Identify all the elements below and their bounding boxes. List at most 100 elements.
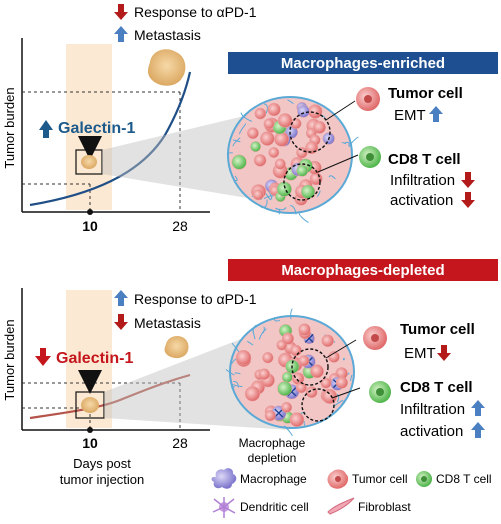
bottom-emt-down-arrow	[437, 345, 451, 361]
bottom-response-label: Response to αPD-1	[134, 291, 257, 307]
top-small-tumor-box	[75, 149, 103, 175]
top-response-down-arrow	[114, 4, 128, 20]
tumor-cell	[322, 388, 338, 404]
bottom-depletion-label-line2: depletion	[248, 451, 297, 465]
tumor-cell	[298, 323, 311, 336]
legend-fibroblast-icon	[327, 497, 355, 515]
bottom-zoom-circle-cd8	[301, 388, 335, 422]
tumor-cell	[263, 118, 275, 130]
fibroblast-strand	[232, 137, 241, 147]
bottom-zoom-circle-tumor	[291, 348, 329, 386]
bottom-tick-10-label: 10	[82, 435, 98, 451]
fibroblast-strand	[283, 425, 293, 437]
bottom-activation-up-arrow	[471, 422, 485, 438]
fibroblast-strand	[233, 381, 239, 388]
top-zoom-circle-tumor	[289, 111, 331, 153]
tumor-cell	[268, 147, 280, 158]
top-cd8-label: CD8 T cell	[388, 151, 461, 168]
top-growth-curve	[29, 71, 192, 207]
top-banner	[228, 52, 498, 74]
tumor-cell	[307, 104, 323, 119]
fibroblast-strand	[268, 191, 273, 200]
tumor-cell	[244, 386, 261, 402]
bottom-y-axis-label: Tumor burden	[2, 319, 17, 400]
legend-cd8-label: CD8 T cell	[436, 472, 492, 486]
fibroblast-strand	[273, 317, 281, 322]
tumor-cell	[274, 131, 290, 147]
bottom-infiltration-up-arrow	[471, 400, 485, 416]
top-galectin-up-arrow	[39, 120, 53, 138]
fibroblast-strand	[226, 152, 233, 155]
top-activation-label: activation	[390, 192, 453, 209]
top-metastasis-label: Metastasis	[134, 27, 201, 43]
fibroblast-strand	[303, 420, 309, 428]
legend-fibroblast-label: Fibroblast	[358, 500, 411, 514]
bottom-x-axis-label-line2: tumor injection	[60, 472, 145, 487]
fibroblast-strand	[316, 190, 321, 197]
bottom-depletion-label-line1: Macrophage	[239, 436, 306, 450]
legend-macrophage-icon	[211, 468, 237, 489]
legend-macrophage-label: Macrophage	[240, 472, 307, 486]
top-emt-label: EMT	[394, 107, 426, 124]
bottom-emt-label: EMT	[404, 345, 436, 362]
tumor-cell	[281, 401, 293, 413]
tumor-cell	[277, 113, 293, 128]
top-metastasis-up-arrow	[114, 26, 128, 42]
fibroblast-strand	[261, 199, 268, 209]
legend: Macrophage Tumor cell CD8 T cell Dendrit…	[211, 468, 492, 518]
top-galectin-label: Galectin-1	[58, 120, 135, 137]
fibroblast-strand	[240, 112, 253, 122]
tumor-cell	[305, 386, 318, 399]
fibroblast-strand	[246, 341, 254, 346]
fibroblast-strand	[258, 328, 267, 340]
tumor-cell	[253, 154, 267, 167]
tumor-cell	[298, 355, 310, 367]
legend-dendritic-cell-icon	[212, 497, 236, 518]
bottom-tumor-cell-label: Tumor cell	[400, 321, 475, 338]
fibroblast-strand	[287, 99, 294, 105]
fibroblast-strand	[239, 123, 247, 135]
fibroblast-strand	[290, 204, 297, 215]
top-panel: Tumor burden 10 28 Galectin-1 Response t…	[2, 4, 498, 234]
bottom-tumor-mass	[225, 308, 361, 437]
fibroblast-strand	[290, 308, 293, 320]
top-infiltration-label: Infiltration	[390, 172, 455, 189]
top-tick-10-label: 10	[82, 218, 98, 234]
cd8-t-cell	[277, 381, 293, 397]
top-zoom-circle-cd8	[283, 163, 321, 201]
top-y-axis-label: Tumor burden	[2, 87, 17, 168]
bottom-growth-curve	[29, 373, 191, 420]
legend-tumor-cell-label: Tumor cell	[352, 472, 408, 486]
tumor-cell	[254, 107, 267, 120]
tumor-cell	[267, 102, 281, 117]
top-tumor-mass	[226, 96, 359, 223]
top-banner-label: Macrophages-enriched	[281, 55, 445, 72]
tumor-cell	[335, 376, 348, 389]
tumor-cell	[295, 382, 307, 394]
bottom-medium-tumor-icon	[164, 336, 189, 359]
bottom-galectin-down-arrow	[35, 348, 51, 366]
bottom-small-tumor-box	[75, 391, 105, 419]
fibroblast-strand	[350, 374, 353, 381]
tumor-cell	[281, 332, 294, 345]
legend-dendritic-cell-label: Dendritic cell	[240, 500, 309, 514]
top-infiltration-down-arrow	[461, 172, 475, 188]
tumor-cell	[260, 131, 275, 146]
tumor-cell	[320, 377, 332, 389]
tumor-cell	[274, 158, 286, 170]
tumor-cell	[262, 352, 274, 364]
tumor-cell	[305, 141, 319, 155]
bottom-tick-10-dot	[87, 427, 93, 433]
fibroblast-strand	[263, 195, 274, 200]
tumor-cell	[252, 189, 264, 201]
tumor-cell	[290, 344, 302, 357]
tumor-cell	[289, 412, 305, 427]
fibroblast-strand	[263, 103, 268, 114]
tumor-cell	[246, 127, 259, 140]
fibroblast-strand	[234, 372, 241, 375]
fibroblast-strand	[341, 141, 347, 145]
fibroblast-strand	[340, 398, 347, 408]
fibroblast-strand	[345, 141, 350, 146]
fibroblast-strand	[231, 385, 236, 389]
